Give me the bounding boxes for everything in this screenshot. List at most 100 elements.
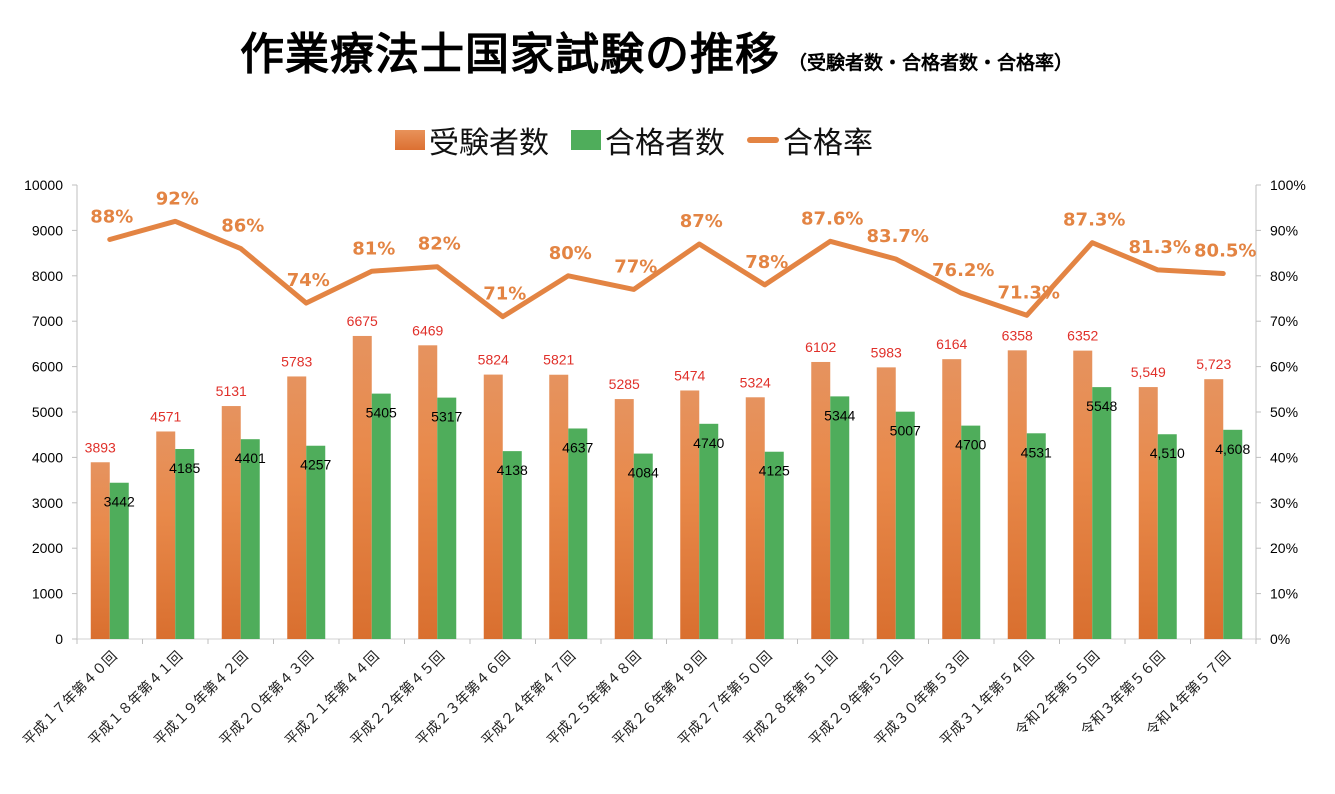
chart-title-sub: （受験者数・合格者数・合格率）	[788, 52, 1074, 74]
data-label-examinees: 5783	[281, 353, 312, 369]
bar-passers	[437, 397, 457, 639]
data-label-examinees: 6102	[805, 339, 836, 355]
bar-examinees	[1073, 350, 1093, 639]
bar-examinees	[680, 390, 700, 639]
legend-item-passers: 合格者数	[571, 118, 725, 162]
data-label-pass-rate: 88%	[90, 206, 133, 227]
y-tick-label-left: 4000	[32, 449, 63, 465]
data-label-passers: 4125	[759, 463, 790, 479]
y-tick-label-left: 9000	[32, 222, 63, 238]
data-label-pass-rate: 87.3%	[1063, 210, 1125, 231]
y-tick-label-left: 6000	[32, 359, 63, 375]
legend-item-pass-rate: 合格率	[747, 118, 873, 162]
data-label-examinees: 5324	[740, 374, 771, 390]
data-label-pass-rate: 71.3%	[998, 282, 1060, 303]
bar-examinees	[811, 361, 831, 639]
data-label-pass-rate: 80%	[549, 243, 592, 264]
bar-passers	[961, 425, 981, 639]
y-tick-label-right: 100%	[1270, 177, 1306, 193]
y-tick-label-left: 8000	[32, 268, 63, 284]
data-label-pass-rate: 78%	[745, 252, 788, 273]
bar-examinees	[287, 376, 307, 639]
legend-line-pass-rate	[747, 137, 779, 143]
bar-passers	[240, 439, 260, 639]
bar-examinees	[876, 367, 896, 639]
data-label-passers: 4401	[235, 450, 266, 466]
data-label-passers: 4,510	[1150, 445, 1185, 461]
chart-title-main: 作業療法士国家試験の推移	[240, 29, 780, 80]
bar-passers	[1026, 433, 1046, 639]
y-tick-label-right: 40%	[1270, 449, 1298, 465]
bar-examinees	[1138, 387, 1158, 639]
data-label-pass-rate: 76.2%	[932, 260, 994, 281]
data-label-pass-rate: 87%	[680, 211, 723, 232]
data-label-passers: 4740	[693, 435, 724, 451]
bar-passers	[830, 396, 850, 639]
y-tick-label-right: 0%	[1270, 631, 1290, 647]
bar-passers	[175, 449, 195, 639]
data-label-examinees: 4571	[150, 408, 181, 424]
y-tick-label-right: 30%	[1270, 495, 1298, 511]
y-tick-label-right: 20%	[1270, 540, 1298, 556]
legend-item-examinees: 受験者数	[395, 118, 549, 162]
bar-examinees	[614, 399, 634, 639]
data-label-examinees: 5821	[543, 352, 574, 368]
y-tick-label-right: 10%	[1270, 586, 1298, 602]
data-label-pass-rate: 80.5%	[1194, 241, 1256, 262]
bar-examinees	[221, 406, 241, 639]
bar-passers	[1223, 429, 1243, 639]
data-label-examinees: 5824	[478, 352, 509, 368]
data-label-pass-rate: 87.6%	[801, 208, 863, 229]
chart-title: 作業療法士国家試験の推移 （受験者数・合格者数・合格率）	[240, 18, 1073, 82]
bar-passers	[109, 482, 129, 639]
data-label-pass-rate: 81.3%	[1129, 237, 1191, 258]
legend-label-pass-rate: 合格率	[783, 126, 873, 161]
y-tick-label-left: 5000	[32, 404, 63, 420]
data-label-examinees: 6469	[412, 322, 443, 338]
data-label-passers: 4257	[300, 457, 331, 473]
data-label-passers: 4637	[562, 439, 593, 455]
y-tick-label-left: 2000	[32, 540, 63, 556]
bar-examinees	[483, 374, 503, 639]
bar-passers	[699, 423, 719, 639]
legend-label-passers: 合格者数	[605, 126, 725, 161]
data-label-pass-rate: 74%	[287, 270, 330, 291]
data-label-examinees: 5,549	[1131, 364, 1166, 380]
bar-examinees	[549, 374, 569, 639]
data-label-passers: 5344	[824, 407, 855, 423]
y-tick-label-right: 80%	[1270, 268, 1298, 284]
bar-passers	[306, 445, 326, 639]
data-label-passers: 5548	[1086, 398, 1117, 414]
data-label-examinees: 5131	[216, 383, 247, 399]
legend-label-examinees: 受験者数	[429, 126, 549, 161]
data-label-passers: 4084	[628, 465, 659, 481]
y-tick-label-right: 60%	[1270, 359, 1298, 375]
legend: 受験者数 合格者数 合格率	[395, 118, 895, 162]
y-tick-label-left: 3000	[32, 495, 63, 511]
bar-examinees	[1204, 379, 1224, 639]
bar-examinees	[352, 335, 372, 639]
data-label-examinees: 6352	[1067, 328, 1098, 344]
data-label-passers: 5317	[431, 409, 462, 425]
y-tick-label-right: 50%	[1270, 404, 1298, 420]
bar-passers	[371, 393, 391, 639]
y-tick-label-left: 0	[55, 631, 63, 647]
y-tick-label-left: 1000	[32, 586, 63, 602]
y-tick-label-left: 10000	[24, 177, 63, 193]
bar-passers	[502, 451, 522, 639]
data-label-passers: 4531	[1021, 444, 1052, 460]
bar-passers	[1092, 387, 1112, 639]
data-label-examinees: 5,723	[1196, 356, 1231, 372]
bar-passers	[895, 411, 915, 639]
y-tick-label-right: 70%	[1270, 313, 1298, 329]
bar-examinees	[1007, 350, 1027, 639]
y-tick-label-right: 90%	[1270, 222, 1298, 238]
data-label-examinees: 5474	[674, 367, 705, 383]
data-label-pass-rate: 77%	[614, 256, 657, 277]
data-label-passers: 3442	[104, 494, 135, 510]
line-pass-rate	[107, 218, 1226, 320]
bar-passers	[764, 451, 784, 639]
legend-swatch-passers	[571, 130, 601, 150]
bar-examinees	[942, 359, 962, 639]
